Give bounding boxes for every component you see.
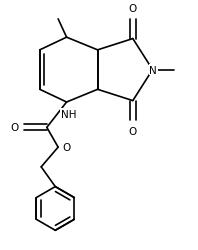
Text: O: O xyxy=(129,126,137,136)
Text: O: O xyxy=(10,123,19,133)
Text: N: N xyxy=(149,65,157,75)
Text: NH: NH xyxy=(61,110,76,120)
Text: O: O xyxy=(129,4,137,14)
Text: O: O xyxy=(62,142,71,152)
